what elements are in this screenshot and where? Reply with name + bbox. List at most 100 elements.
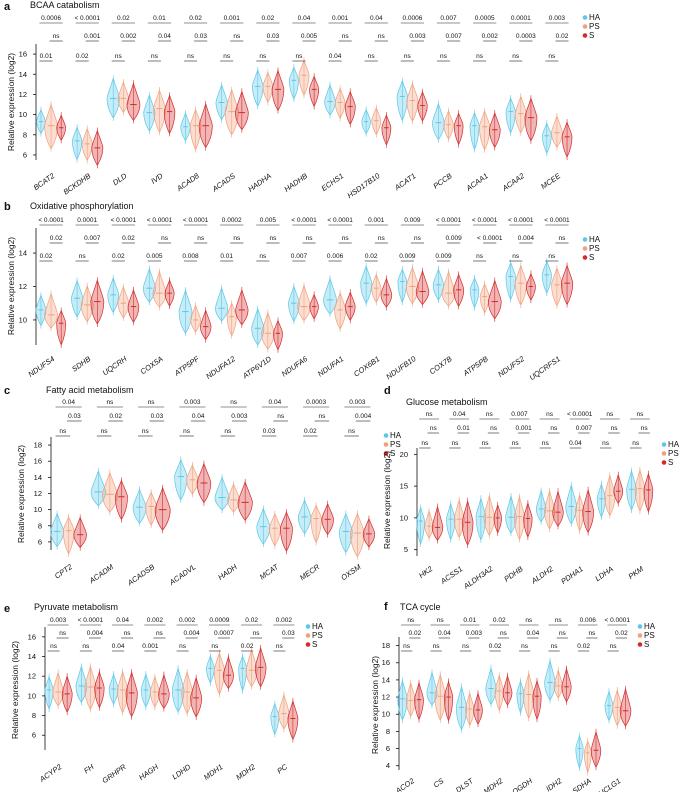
legend-marker-s	[661, 460, 667, 465]
pvalue-label: 0.02	[117, 15, 130, 22]
pvalue-label: 0.01	[153, 15, 166, 22]
pvalue-label: 0.003	[50, 617, 67, 624]
legend-marker-ps	[383, 442, 389, 447]
panel-letter: e	[4, 603, 10, 615]
gene-label: NDUFB10	[384, 354, 418, 381]
gene-label: NDUFS4	[26, 354, 56, 379]
pvalue-label: ns	[318, 413, 326, 420]
pvalue-label: ns	[79, 253, 87, 260]
pvalue-label: ns	[632, 440, 640, 447]
gene-label: HAGH	[137, 762, 160, 782]
pvalue-label: ns	[59, 630, 67, 637]
pvalue-label: 0.0003	[516, 33, 536, 40]
y-tick-label: 4	[386, 761, 390, 770]
y-tick-label: 16	[28, 632, 36, 641]
pvalue-label: 0.006	[327, 253, 344, 260]
pvalue-label: ns	[59, 428, 67, 435]
y-tick-label: 18	[34, 441, 42, 450]
pvalue-label: 0.001	[84, 33, 101, 40]
pvalue-label: 0.04	[438, 630, 451, 637]
pvalue-label: 0.008	[182, 253, 199, 260]
y-tick-label: 15	[400, 482, 408, 491]
gene-label: BCKDHB	[62, 171, 93, 196]
pvalue-label: ns	[259, 53, 267, 60]
y-tick-label: 6	[32, 731, 36, 740]
y-tick-label: 12	[34, 489, 42, 498]
gene-label: SUCLG1	[593, 776, 623, 792]
pvalue-label: 0.002	[147, 617, 164, 624]
pvalue-label: ns	[53, 33, 61, 40]
pvalue-label: ns	[462, 643, 470, 650]
legend-marker-ha	[637, 624, 643, 629]
gene-label: ECHS1	[320, 171, 346, 193]
pvalue-label: 0.009	[435, 253, 452, 260]
y-axis-label: Relative expression (log2)	[16, 445, 26, 543]
y-tick-label: 6	[38, 537, 42, 546]
gene-label: HSD17B10	[346, 171, 383, 200]
pvalue-label: ns	[548, 53, 556, 60]
pvalue-label: 0.02	[556, 33, 569, 40]
pvalue-label: ns	[611, 425, 619, 432]
pvalue-label: 0.002	[482, 33, 499, 40]
y-tick-label: 14	[28, 652, 36, 661]
pvalue-label: ns	[106, 399, 114, 406]
pvalue-label: ns	[223, 53, 231, 60]
pvalue-label: 0.02	[112, 253, 125, 260]
pvalue-label: ns	[161, 235, 169, 242]
pvalue-label: 0.02	[262, 15, 275, 22]
gene-label: PCCB	[431, 171, 453, 190]
pvalue-label: < 0.0001	[508, 217, 534, 224]
gene-label: COX6B1	[352, 354, 381, 378]
pvalue-label: ns	[476, 53, 484, 60]
pvalue-label: < 0.0001	[111, 217, 137, 224]
gene-label: LDHD	[170, 762, 192, 781]
pvalue-label: 0.03	[263, 428, 276, 435]
legend-label: PS	[589, 244, 600, 253]
pvalue-label: 0.007	[511, 411, 528, 418]
panel-letter: b	[4, 201, 11, 213]
pvalue-label: 0.004	[355, 413, 372, 420]
pvalue-label: 0.04	[370, 15, 383, 22]
legend-marker-ps	[661, 451, 667, 456]
gene-label: GRHPR	[100, 762, 128, 785]
pvalue-label: ns	[490, 425, 498, 432]
pvalue-label: ns	[641, 425, 649, 432]
pvalue-label: 0.007	[291, 253, 308, 260]
pvalue-label: ns	[606, 411, 614, 418]
pvalue-label: 0.02	[409, 630, 422, 637]
pvalue-label: ns	[550, 425, 558, 432]
panel-b: b Oxidative phosphorylation 10 12 14Relative…	[4, 201, 601, 382]
gene-label: UQCRH	[101, 354, 129, 377]
pvalue-label: ns	[521, 643, 529, 650]
pvalue-label: 0.02	[304, 428, 317, 435]
pvalue-label: 0.003	[184, 399, 201, 406]
pvalue-label: ns	[500, 630, 508, 637]
gene-label: ACADS	[210, 171, 237, 194]
pvalue-label: 0.007	[84, 235, 101, 242]
y-tick-label: 12	[19, 90, 27, 99]
gene-label: IVD	[149, 171, 165, 186]
gene-label: MCEE	[539, 171, 563, 191]
gene-label: ACAA1	[464, 171, 490, 193]
pvalue-label: ns	[230, 399, 238, 406]
gene-label: FH	[82, 762, 96, 775]
gene-label: DLST	[454, 775, 476, 792]
pvalue-label: 0.03	[194, 33, 207, 40]
pvalue-label: 0.02	[493, 617, 506, 624]
y-tick-label: 12	[382, 693, 390, 702]
y-tick-label: 18	[382, 641, 390, 650]
panel-title: BCAA catabolism	[30, 0, 100, 10]
legend-label: HA	[589, 235, 601, 244]
gene-label: ACO2	[393, 776, 416, 792]
gene-label: ACAT1	[392, 171, 417, 192]
pvalue-label: 0.02	[241, 643, 254, 650]
gene-label: NDUFA6	[280, 354, 310, 379]
pvalue-label: ns	[378, 33, 386, 40]
pvalue-label: ns	[148, 399, 156, 406]
pvalue-label: 0.02	[577, 643, 590, 650]
pvalue-label: 0.001	[142, 643, 159, 650]
pvalue-label: 0.0003	[306, 399, 326, 406]
legend-label: HA	[312, 622, 324, 631]
panel-title: Oxidative phosphorylation	[30, 201, 134, 211]
gene-label: ACADVL	[167, 562, 198, 587]
